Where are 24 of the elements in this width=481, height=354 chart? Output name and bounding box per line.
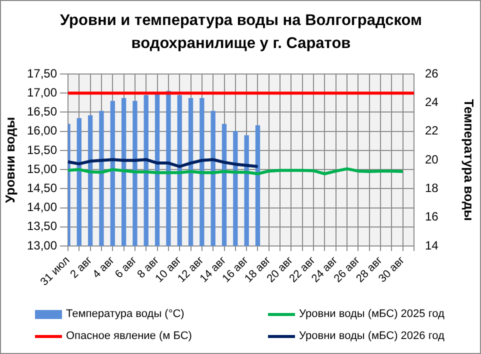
y-tick-label: 16,50	[26, 104, 58, 119]
y2-tick-label: 18	[425, 180, 439, 195]
y-tick-label: 14,50	[26, 180, 58, 195]
y-tick-label: 17,00	[26, 85, 58, 100]
legend-label: Температура воды (°С)	[66, 308, 184, 320]
y-tick-label: 14,00	[26, 200, 58, 214]
y-tick-label: 17,50	[26, 66, 58, 80]
y2-tick-label: 20	[425, 152, 439, 166]
legend-label: Уровни воды (мБС) 2025 год	[299, 308, 444, 320]
y-tick-label: 15,50	[26, 142, 58, 157]
y2-axis-title: Температура воды	[462, 99, 477, 221]
legend-label: Уровни воды (мБС) 2026 год	[299, 330, 444, 342]
y-tick-label: 16,00	[26, 124, 58, 138]
y-tick-label: 13,00	[26, 238, 58, 252]
y2-tick-label: 14	[425, 238, 439, 252]
y2-tick-label: 24	[425, 94, 439, 109]
y2-tick-label: 26	[425, 66, 439, 80]
chart-title: Уровни и температура воды на Волгоградском водохранилище у г. Саратов	[58, 11, 424, 54]
y2-tick-label: 16	[425, 210, 439, 224]
legend-label: Опасное явление (м БС)	[66, 330, 192, 342]
y-tick-label: 15,00	[26, 162, 58, 176]
y-axis-title: Уровни воды	[2, 117, 18, 203]
y2-tick-label: 22	[425, 124, 439, 138]
y-tick-label: 13,50	[26, 219, 58, 234]
